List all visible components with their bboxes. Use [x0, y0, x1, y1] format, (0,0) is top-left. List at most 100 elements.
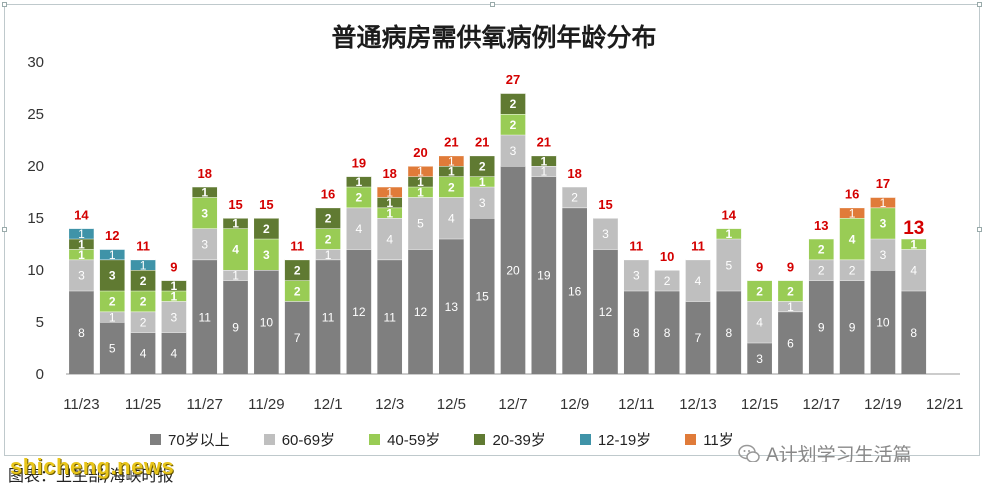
bar-segment	[315, 259, 341, 374]
bar-total-label: 9	[756, 259, 763, 274]
segment-value-label: 2	[294, 264, 301, 278]
bar-segment	[408, 249, 433, 374]
legend-label: 60-69岁	[281, 431, 336, 449]
bar-total-label: 14	[722, 207, 737, 222]
bar-segment	[439, 197, 464, 239]
bar-segment	[654, 290, 680, 374]
segment-value-label: 1	[448, 154, 455, 168]
chart-title: 普通病房需供氧病例年龄分布	[331, 23, 656, 52]
bar-segment	[99, 259, 125, 291]
segment-value-label: 4	[232, 243, 239, 257]
bar-total-label: 15	[598, 197, 612, 212]
bar-segment	[130, 311, 156, 333]
bar-segment	[161, 301, 187, 333]
legend-swatch	[369, 433, 381, 445]
x-tick-label: 11/23	[63, 396, 99, 413]
bar-segment	[469, 155, 495, 177]
bar-segment	[346, 176, 372, 187]
segment-value-label: 7	[695, 331, 702, 345]
bar-segment	[130, 270, 156, 291]
bar-total-label: 16	[845, 187, 859, 202]
segment-value-label: 1	[725, 227, 732, 241]
segment-value-label: 2	[818, 243, 825, 257]
resize-handle-top-right[interactable]	[977, 2, 982, 7]
bar-segment	[223, 280, 248, 374]
bar-total-label: 13	[903, 218, 924, 239]
bar-segment	[192, 197, 218, 229]
legend-label: 11岁	[703, 431, 734, 449]
footer-strip	[0, 462, 988, 490]
bar-segment	[254, 218, 279, 239]
resize-handle-top-left[interactable]	[2, 2, 7, 7]
bar-segment	[500, 134, 526, 166]
segment-value-label: 2	[571, 191, 578, 205]
bar-total-label: 18	[197, 166, 211, 181]
segment-value-label: 1	[171, 290, 178, 304]
wechat-watermark: A计划学习生活篇	[738, 440, 912, 467]
bar-segment	[408, 186, 433, 198]
segment-value-label: 3	[479, 196, 486, 210]
bar-segment	[377, 218, 403, 260]
legend-label: 12-19岁	[597, 431, 652, 449]
segment-value-label: 4	[448, 212, 455, 226]
segment-value-label: 2	[510, 118, 517, 132]
segment-value-label: 12	[352, 305, 366, 319]
segment-value-label: 2	[109, 295, 116, 309]
segment-value-label: 2	[448, 180, 455, 194]
y-tick-label: 25	[27, 106, 44, 123]
legend-item: 11岁	[685, 429, 734, 450]
x-tick-label: 11/25	[125, 396, 161, 413]
segment-value-label: 12	[414, 305, 428, 319]
segment-value-label: 1	[880, 196, 887, 210]
resize-handle-right[interactable]	[977, 227, 982, 232]
bar-segment	[469, 186, 495, 218]
bar-segment	[839, 218, 865, 260]
resize-handle-left[interactable]	[2, 227, 7, 232]
segment-value-label: 2	[325, 212, 332, 226]
segment-value-label: 16	[568, 284, 582, 298]
bar-segment	[469, 176, 495, 187]
segment-value-label: 1	[356, 175, 363, 189]
x-tick-label: 12/1	[313, 396, 342, 413]
bar-segment	[623, 290, 649, 374]
bar-total-label: 12	[105, 228, 119, 243]
y-tick-label: 20	[27, 158, 44, 175]
segment-value-label: 2	[849, 264, 856, 278]
bar-total-label: 10	[660, 249, 674, 264]
segment-value-label: 2	[140, 274, 147, 288]
bar-segment	[716, 290, 742, 374]
segment-value-label: 2	[479, 160, 486, 174]
segment-value-label: 5	[109, 342, 116, 356]
bar-segment	[161, 280, 187, 291]
bar-total-label: 15	[259, 197, 273, 212]
bar-total-label: 21	[537, 135, 551, 150]
segment-value-label: 20	[506, 264, 520, 278]
segment-value-label: 12	[599, 305, 613, 319]
bar-segment	[778, 301, 803, 312]
bar-segment	[870, 270, 896, 374]
segment-value-label: 5	[417, 217, 424, 231]
segment-value-label: 1	[109, 310, 116, 324]
segment-value-label: 1	[849, 206, 856, 220]
bar-segment	[69, 290, 94, 374]
segment-value-label: 1	[417, 175, 424, 189]
bar-segment	[69, 228, 94, 239]
x-tick-label: 12/19	[864, 396, 902, 413]
bar-segment	[284, 259, 310, 281]
bar-total-label: 21	[444, 135, 458, 150]
resize-handle-top[interactable]	[490, 2, 495, 7]
segment-value-label: 1	[109, 248, 116, 262]
bar-segment	[839, 280, 865, 374]
bar-total-label: 20	[413, 145, 427, 160]
bar-segment	[99, 249, 125, 260]
segment-value-label: 3	[602, 227, 609, 241]
bar-segment	[192, 259, 218, 374]
bar-segment	[377, 197, 403, 208]
bar-total-label: 19	[352, 155, 366, 170]
legend-swatch	[685, 433, 697, 445]
bar-segment	[315, 207, 341, 229]
bar-total-label: 18	[567, 166, 581, 181]
segment-value-label: 4	[695, 274, 702, 288]
bar-segment	[562, 207, 587, 374]
bar-segment	[315, 249, 341, 260]
